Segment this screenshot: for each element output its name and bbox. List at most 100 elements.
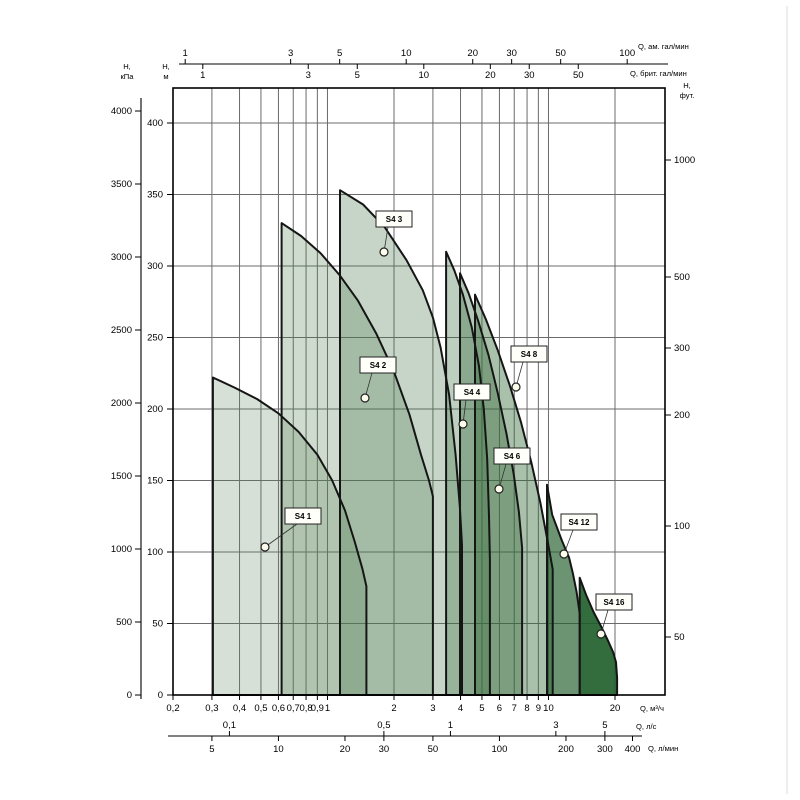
series-label-s4-16: S4 16 [604, 598, 625, 607]
series-dot-s4-2 [360, 393, 370, 403]
m3h-tick-label: 0,8 [299, 703, 312, 714]
series-label-box-s4-16 [595, 593, 633, 611]
series-label-s4-12: S4 12 [569, 518, 590, 527]
ft-tick-label: 100 [674, 521, 690, 532]
axis-unit-label: Q, л/мин [648, 744, 678, 753]
m-tick-label: 250 [147, 333, 163, 344]
lmin-tick-label: 5 [209, 744, 214, 755]
series-label-s4-8: S4 8 [521, 350, 538, 359]
plot-border [172, 87, 666, 696]
lmin-tick-label: 400 [625, 744, 641, 755]
impgpm-tick-label: 5 [355, 70, 360, 81]
lmin-tick-label: 100 [492, 744, 508, 755]
kpa-tick-label: 2500 [111, 325, 132, 336]
ls-tick-label: 0,1 [223, 720, 236, 731]
series-outline-s4-2 [280, 222, 434, 696]
m3h-tick-label: 3 [430, 703, 435, 714]
kpa-tick-label: 1000 [111, 544, 132, 555]
ft-tick-label: 500 [674, 272, 690, 283]
usgpm-tick-label: 5 [337, 48, 342, 59]
m3h-tick-label: 4 [458, 703, 463, 714]
series-outline-s4-1 [211, 376, 368, 696]
ft-tick-label: 1000 [674, 155, 695, 166]
kpa-tick-label: 1500 [111, 471, 132, 482]
m3h-tick-label: 0,2 [166, 703, 179, 714]
series-label-s4-6: S4 6 [504, 452, 521, 461]
usgpm-tick-label: 3 [288, 48, 293, 59]
axis-unit-label: Q, брит. гал/мин [630, 69, 687, 78]
m3h-tick-label: 0,9 [311, 703, 324, 714]
usgpm-tick-label: 1 [183, 48, 188, 59]
m-tick-label: 400 [147, 118, 163, 129]
m-tick-label: 100 [147, 547, 163, 558]
lmin-tick-label: 50 [428, 744, 439, 755]
series-label-s4-1: S4 1 [295, 512, 312, 521]
axis-unit-label: Q, м³/ч [640, 704, 664, 713]
m3h-tick-label: 8 [524, 703, 529, 714]
series-dot-s4-16 [596, 629, 606, 639]
m3h-tick-label: 0,4 [233, 703, 246, 714]
ft-tick-label: 300 [674, 343, 690, 354]
impgpm-tick-label: 30 [524, 70, 535, 81]
series-outline-s4-8 [474, 293, 554, 696]
m-tick-label: 0 [158, 690, 163, 701]
ls-tick-label: 5 [602, 720, 607, 731]
ft-tick-label: 50 [674, 632, 685, 643]
series-label-box-s4-8 [510, 345, 548, 363]
series-outline-s4-6 [459, 272, 524, 696]
usgpm-tick-label: 100 [619, 48, 635, 59]
m-tick-label: 50 [152, 619, 163, 630]
lmin-tick-label: 200 [558, 744, 574, 755]
kpa-tick-label: 3500 [111, 179, 132, 190]
series-outline-s4-16 [578, 576, 619, 696]
series-region-s4-4 [446, 251, 490, 695]
series-dot-s4-1 [260, 542, 270, 552]
axis-unit-label: H, [162, 62, 170, 71]
m-tick-label: 350 [147, 190, 163, 201]
series-region-s4-12 [547, 484, 580, 695]
kpa-tick-label: 500 [116, 617, 132, 628]
kpa-tick-label: 3000 [111, 252, 132, 263]
axis-unit-label: H, [123, 62, 131, 71]
m3h-tick-label: 7 [512, 703, 517, 714]
m3h-tick-label: 0,3 [205, 703, 218, 714]
m3h-tick-label: 0,6 [272, 703, 285, 714]
m3h-tick-label: 9 [536, 703, 541, 714]
series-label-box-s4-3 [375, 210, 413, 228]
m3h-tick-label: 5 [479, 703, 484, 714]
series-dot-s4-6 [494, 484, 504, 494]
series-label-box-s4-1 [284, 507, 322, 525]
axis-unit-label: Q, л/с [636, 722, 657, 731]
series-label-box-s4-12 [560, 513, 598, 531]
series-label-s4-4: S4 4 [464, 388, 481, 397]
ft-tick-label: 200 [674, 410, 690, 421]
series-label-box-s4-2 [359, 356, 397, 374]
m3h-tick-label: 1 [325, 703, 330, 714]
kpa-tick-label: 2000 [111, 398, 132, 409]
m3h-tick-label: 0,7 [287, 703, 300, 714]
usgpm-tick-label: 50 [555, 48, 566, 59]
usgpm-tick-label: 30 [506, 48, 517, 59]
series-region-s4-2 [281, 223, 433, 695]
impgpm-tick-label: 50 [573, 70, 584, 81]
series-dot-s4-8 [511, 382, 521, 392]
lmin-tick-label: 10 [273, 744, 284, 755]
m-tick-label: 200 [147, 404, 163, 415]
kpa-tick-label: 0 [127, 690, 132, 701]
axis-unit-label: кПа [120, 72, 134, 81]
ls-tick-label: 3 [553, 720, 558, 731]
m3h-tick-label: 20 [610, 703, 621, 714]
axis-unit-label: Q, ам. гал/мин [638, 42, 689, 51]
axis-unit-label: H, [683, 81, 691, 90]
lmin-tick-label: 20 [340, 744, 351, 755]
ls-tick-label: 1 [448, 720, 453, 731]
usgpm-tick-label: 10 [401, 48, 412, 59]
impgpm-tick-label: 20 [485, 70, 496, 81]
series-region-s4-8 [475, 294, 553, 695]
impgpm-tick-label: 1 [200, 70, 205, 81]
m3h-tick-label: 2 [391, 703, 396, 714]
series-label-s4-2: S4 2 [370, 361, 387, 370]
series-dot-s4-4 [458, 419, 468, 429]
